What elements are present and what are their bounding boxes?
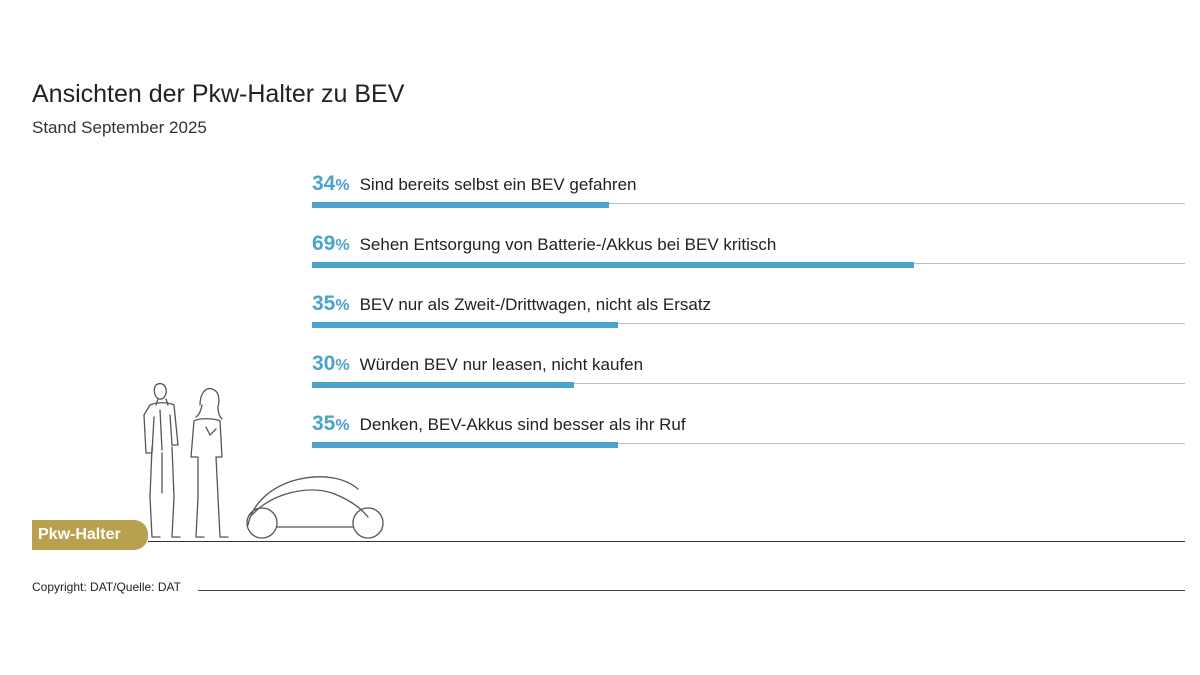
chart-subtitle: Stand September 2025 (32, 118, 207, 137)
data-label: 34 (312, 172, 336, 195)
bar-row: 34% Sind bereits selbst ein BEV gefahren (312, 170, 1185, 210)
percent-sign: % (335, 417, 350, 434)
bar-track (312, 383, 1185, 384)
bar-label-group: 35% Denken, BEV-Akkus sind besser als ihr… (312, 412, 686, 436)
bar-track (312, 323, 1185, 324)
woman-figure-icon (190, 387, 229, 538)
data-label: 35 (312, 292, 336, 315)
pkw-halter-badge: Pkw-Halter (32, 520, 148, 550)
bar-label-group: 35% BEV nur als Zweit-/Drittwagen, nicht … (312, 292, 711, 316)
car-outline-icon (246, 476, 384, 539)
bar (312, 322, 618, 328)
bar (312, 382, 574, 388)
percent-sign: % (335, 297, 350, 314)
bar-track (312, 443, 1185, 444)
bar-row: 69% Sehen Entsorgung von Batterie-/Akkus … (312, 230, 1185, 270)
category-label: Sehen Entsorgung von Batterie-/Akkus bei… (359, 235, 777, 254)
category-label: Sind bereits selbst ein BEV gefahren (359, 175, 637, 194)
bar-row: 35% Denken, BEV-Akkus sind besser als ihr… (312, 410, 1185, 450)
bar (312, 442, 618, 448)
category-label: Würden BEV nur leasen, nicht kaufen (359, 355, 644, 374)
category-label: Denken, BEV-Akkus sind besser als ihr Ru… (359, 415, 686, 434)
category-label: BEV nur als Zweit-/Drittwagen, nicht als… (359, 295, 712, 314)
copyright-text: Copyright: DAT/Quelle: DAT (32, 580, 181, 594)
bar-track (312, 203, 1185, 204)
bar-chart: 34% Sind bereits selbst ein BEV gefahren … (312, 170, 1185, 470)
people-and-car-illustration (143, 382, 384, 539)
percent-sign: % (335, 357, 350, 374)
bar-label-group: 30% Würden BEV nur leasen, nicht kaufen (312, 352, 643, 376)
data-label: 35 (312, 412, 336, 435)
footer-divider (198, 590, 1185, 591)
chart-title: Ansichten der Pkw-Halter zu BEV (32, 80, 405, 108)
bar-row: 35% BEV nur als Zweit-/Drittwagen, nicht … (312, 290, 1185, 330)
bar (312, 202, 609, 208)
percent-sign: % (335, 177, 350, 194)
man-figure-icon (143, 382, 181, 538)
percent-sign: % (335, 237, 350, 254)
data-label: 30 (312, 352, 336, 375)
bar-row: 30% Würden BEV nur leasen, nicht kaufen (312, 350, 1185, 390)
bar-label-group: 34% Sind bereits selbst ein BEV gefahren (312, 172, 636, 196)
bar-label-group: 69% Sehen Entsorgung von Batterie-/Akkus … (312, 232, 776, 256)
bar (312, 262, 915, 268)
data-label: 69 (312, 232, 336, 255)
ground-line (148, 541, 1185, 542)
